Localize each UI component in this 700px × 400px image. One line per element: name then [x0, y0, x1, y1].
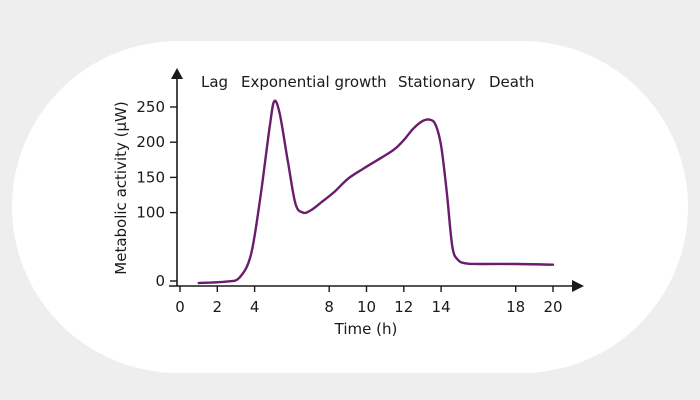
y-tick-label: 150	[136, 168, 165, 186]
metabolic-activity-curve	[197, 99, 555, 285]
chart-card	[12, 41, 688, 373]
x-tick-label: 12	[394, 298, 413, 316]
x-tick-label: 14	[432, 298, 451, 316]
x-tick-label: 4	[250, 298, 260, 316]
x-axis-title: Time (h)	[334, 320, 398, 338]
x-tick-label: 20	[543, 298, 562, 316]
y-tick-label: 200	[136, 133, 165, 151]
x-tick-label: 18	[506, 298, 525, 316]
y-tick-label: 100	[136, 204, 165, 222]
phase-label-lag: Lag	[201, 73, 228, 91]
x-tick-label: 0	[175, 298, 185, 316]
y-tick-label: 0	[155, 272, 165, 290]
x-tick-label: 2	[213, 298, 223, 316]
x-tick-label: 8	[324, 298, 334, 316]
y-axis-arrow	[171, 68, 183, 79]
y-axis-title: Metabolic activity (µW)	[112, 101, 130, 274]
phase-label-stationary: Stationary	[398, 73, 476, 91]
x-tick-label: 10	[357, 298, 376, 316]
y-tick-label: 250	[136, 98, 165, 116]
phase-label-death: Death	[489, 73, 534, 91]
phase-label-exponential-growth: Exponential growth	[241, 73, 387, 91]
x-axis-arrow	[572, 280, 584, 292]
